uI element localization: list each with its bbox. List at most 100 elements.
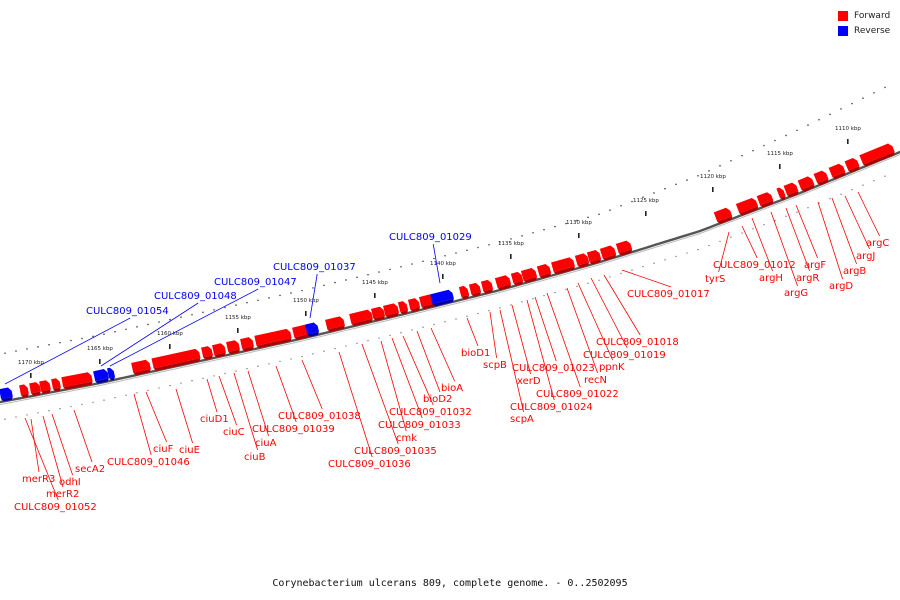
gene-shadow: [31, 391, 41, 396]
ruler-dot: [521, 235, 523, 237]
forward-gene: [735, 197, 759, 216]
label-leader: [402, 335, 434, 406]
forward-gene: [407, 298, 421, 312]
gene-body: [813, 170, 829, 184]
reverse-gene: [430, 289, 454, 307]
ruler-dot-lower: [488, 310, 490, 312]
label-leader: [546, 292, 581, 388]
ruler-dot-lower: [334, 347, 336, 350]
ruler-dot-lower: [279, 360, 281, 363]
gene-shadow: [95, 378, 109, 384]
legend: Forward Reverse: [838, 8, 890, 38]
ruler-dot: [488, 243, 490, 246]
ruler-dot-lower: [422, 326, 424, 328]
gene-shadow: [589, 258, 602, 265]
gene-body: [520, 267, 538, 281]
gene-body: [93, 369, 109, 382]
gene-label: CULC809_01032: [389, 407, 472, 418]
gene-body: [383, 303, 399, 316]
forward-gene: [370, 306, 386, 321]
ruler-dot-lower: [796, 211, 798, 213]
ruler-dot: [829, 113, 831, 116]
gene-shadow: [863, 151, 895, 167]
label-leader: [817, 201, 843, 280]
ruler-dot: [15, 350, 17, 352]
gene-label: CULC809_01052: [14, 502, 97, 513]
ruler-dot: [4, 352, 6, 354]
ruler-dot: [675, 183, 677, 186]
gene-body: [586, 250, 602, 263]
scale-tick-label: 1145 kbp: [362, 280, 388, 286]
scale-tick-label: 1160 kbp: [157, 331, 183, 337]
gene-body: [844, 157, 860, 171]
gene-body: [61, 372, 93, 388]
label-leader: [577, 282, 613, 361]
label-leader: [770, 211, 798, 287]
scale-tick-mark: [374, 293, 376, 298]
reverse-gene: [304, 322, 320, 337]
label-leader: [416, 330, 441, 393]
gene-label: argG: [784, 288, 808, 299]
ruler-dot: [609, 209, 611, 211]
ruler-dot-lower: [103, 399, 105, 401]
gene-label: tyrS: [705, 274, 725, 285]
scale-tick-label: 1170 kbp: [18, 360, 44, 366]
scale-tick-label: 1140 kbp: [430, 261, 456, 267]
gene-label: ciuA: [255, 438, 277, 449]
ruler-dot: [48, 343, 50, 346]
gene-label: xerD: [517, 376, 541, 387]
gene-shadow: [801, 184, 815, 192]
label-leader: [361, 343, 399, 445]
gene-shadow: [307, 331, 320, 337]
legend-reverse: Reverse: [838, 23, 890, 38]
scale-tick-mark: [305, 311, 307, 316]
label-leader: [718, 231, 730, 273]
ruler-dot-lower: [224, 372, 226, 375]
gene-body: [859, 143, 895, 165]
gene-shadow: [242, 346, 254, 352]
ruler-dot-lower: [829, 198, 831, 200]
ruler-dot-lower: [576, 285, 578, 288]
label-leader: [24, 417, 59, 501]
ruler-dot-lower: [400, 332, 402, 334]
ruler-dot: [26, 348, 28, 350]
scale-tick-label: 1125 kbp: [633, 198, 659, 204]
gene-shadow: [327, 325, 345, 333]
forward-gene: [29, 382, 41, 396]
ruler-dot-lower: [290, 358, 292, 360]
gene-body: [536, 264, 552, 277]
ruler-dot: [323, 284, 325, 287]
gene-shadow: [228, 349, 240, 355]
forward-gene: [349, 309, 373, 327]
ruler-dot-lower: [741, 232, 743, 234]
gene-body: [226, 340, 240, 352]
ruler-dot: [565, 222, 567, 225]
reverse-gene: [93, 369, 109, 384]
ruler-dot: [466, 249, 468, 252]
forward-gene: [39, 380, 51, 394]
gene-label: CULC809_01048: [154, 291, 237, 302]
label-leader: [751, 217, 773, 272]
gene-label: ciuC: [223, 427, 245, 438]
forward-swatch: [838, 10, 848, 21]
ruler-dot-lower: [873, 179, 875, 182]
gene-features: [0, 143, 895, 402]
ruler-dot-lower: [730, 236, 732, 238]
ruler-dot-lower: [642, 265, 644, 268]
gene-body: [430, 289, 454, 305]
forward-gene: [458, 285, 470, 300]
gene-body: [776, 187, 786, 198]
gene-body: [599, 245, 617, 259]
gene-body: [468, 282, 482, 295]
forward-gene: [797, 176, 815, 192]
gene-label: CULC809_01017: [627, 289, 710, 300]
gene-label: CULC809_01019: [583, 350, 666, 361]
forward-gene: [520, 267, 538, 283]
ruler-dot-lower: [15, 416, 17, 418]
ruler-dot-lower: [686, 252, 688, 254]
ruler-dot: [257, 299, 259, 302]
gene-shadow: [787, 190, 799, 198]
gene-body: [201, 346, 213, 358]
forward-gene: [551, 257, 575, 275]
scale-tick-mark: [510, 254, 512, 259]
